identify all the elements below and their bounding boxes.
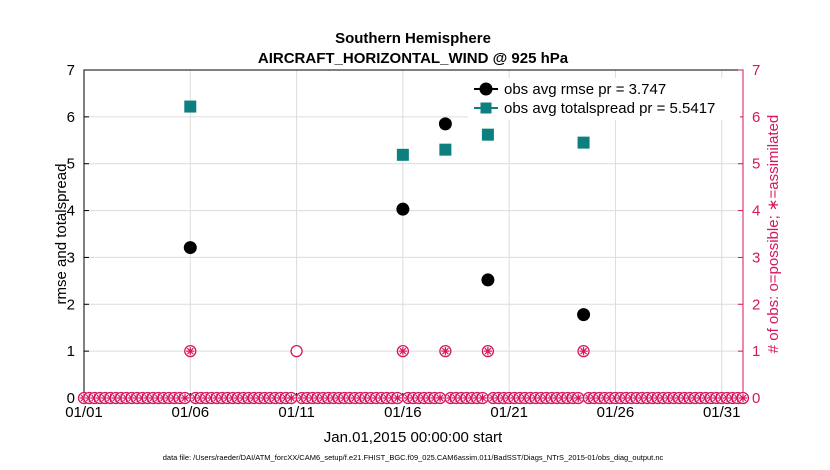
y-tick-label: 1	[67, 343, 75, 360]
x-tick-label: 01/16	[384, 404, 422, 421]
x-tick-label: 01/01	[65, 404, 103, 421]
y2-tick-label: 2	[752, 296, 760, 313]
x-axis-label: Jan.01,2015 00:00:00 start	[324, 429, 503, 446]
right-axis: 0 1 2 3 4 5 6 7	[738, 62, 760, 407]
rmse-point	[396, 202, 410, 216]
legend-marker-rmse	[479, 82, 493, 96]
rmse-point	[577, 308, 591, 322]
left-axis: 0 1 2 3 4 5 6 7	[67, 62, 89, 407]
y-axis-label: rmse and totalspread	[53, 164, 70, 305]
y-tick-label: 4	[67, 203, 75, 220]
y2-tick-label: 7	[752, 62, 760, 79]
obs-assimilated-marker	[398, 346, 408, 356]
y2-tick-label: 1	[752, 343, 760, 360]
totalspread-point	[184, 100, 197, 113]
y2-tick-label: 5	[752, 156, 760, 173]
legend: obs avg rmse pr = 3.747 obs avg totalspr…	[468, 78, 740, 120]
obs-assimilated-zero-marker	[478, 393, 487, 403]
y-tick-label: 7	[67, 62, 75, 79]
y-tick-label: 6	[67, 109, 75, 126]
obs-assimilated-marker	[186, 346, 195, 356]
y2-axis-label: # of obs: o=possible; ∗=assimilated	[765, 115, 782, 354]
obs-assimilated-marker	[579, 346, 588, 356]
y-tick-label: 3	[67, 249, 75, 266]
obs-assimilated-zero-marker	[738, 393, 748, 403]
x-axis: 01/01 01/06 01/11 01/16 01/21 01/26 01/31	[65, 393, 741, 421]
totalspread-point	[396, 148, 409, 161]
totalspread-point	[481, 128, 494, 141]
obs-assimilated-zero-marker	[393, 393, 402, 403]
obs-assimilated-marker	[483, 346, 493, 356]
y2-tick-label: 0	[752, 390, 760, 407]
x-tick-label: 01/31	[703, 404, 741, 421]
legend-label-rmse: obs avg rmse pr = 3.747	[504, 81, 666, 98]
x-tick-label: 01/11	[278, 404, 314, 421]
rmse-point	[183, 241, 197, 255]
obs-assimilated-marker	[441, 346, 450, 356]
y-tick-label: 5	[67, 156, 75, 173]
chart-title: Southern Hemisphere	[335, 30, 491, 47]
obs-assimilated-zero-marker	[435, 393, 445, 403]
x-tick-label: 01/26	[597, 404, 635, 421]
x-tick-label: 01/21	[490, 404, 528, 421]
legend-marker-totalspread	[480, 102, 492, 114]
legend-label-totalspread: obs avg totalspread pr = 5.5417	[504, 100, 715, 117]
obs-assimilated-zero-marker	[287, 393, 296, 403]
rmse-point	[438, 117, 452, 131]
obs-assimilated-zero-marker	[574, 393, 583, 403]
obs-assimilated-zero-marker	[180, 393, 190, 403]
y2-tick-label: 4	[752, 203, 760, 220]
totalspread-point	[577, 136, 590, 149]
y-tick-label: 0	[67, 390, 75, 407]
totalspread-point	[439, 143, 452, 156]
data-file-footnote: data file: /Users/raeder/DAI/ATM_forcXX/…	[163, 453, 664, 462]
y-tick-label: 2	[67, 296, 75, 313]
chart-subtitle: AIRCRAFT_HORIZONTAL_WIND @ 925 hPa	[258, 50, 569, 67]
y2-tick-label: 6	[752, 109, 760, 126]
obs-possible-marker	[290, 344, 303, 358]
legend-box	[468, 78, 740, 120]
data-marks	[77, 100, 750, 405]
y2-tick-label: 3	[752, 249, 760, 266]
x-tick-label: 01/06	[172, 404, 210, 421]
rmse-point	[481, 273, 495, 287]
